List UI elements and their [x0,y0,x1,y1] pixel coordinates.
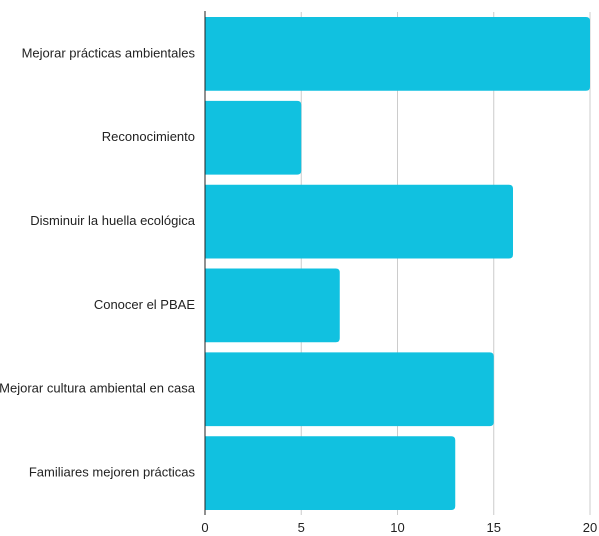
bar-3 [205,268,340,343]
category-label-3: Conocer el PBAE [94,297,195,312]
bar-2 [205,184,513,259]
x-tick-label-20: 20 [583,520,597,535]
bar-4 [205,352,494,427]
bar-layer [205,17,590,510]
category-label-2: Disminuir la huella ecológica [30,213,196,228]
bar-5 [205,436,456,510]
x-tick-label-15: 15 [487,520,501,535]
bar-1 [205,100,302,175]
bar-0 [205,17,590,91]
category-label-0: Mejorar prácticas ambientales [22,45,196,60]
label-layer: Mejorar prácticas ambientales Reconocimie… [0,45,597,535]
grid-layer [300,12,591,515]
category-label-5: Familiares mejoren prácticas [29,465,196,480]
category-label-1: Reconocimiento [102,129,195,144]
x-tick-label-10: 10 [390,520,404,535]
x-tick-label-5: 5 [298,520,305,535]
category-label-4: Mejorar cultura ambiental en casa [0,381,196,396]
x-tick-label-0: 0 [201,520,208,535]
